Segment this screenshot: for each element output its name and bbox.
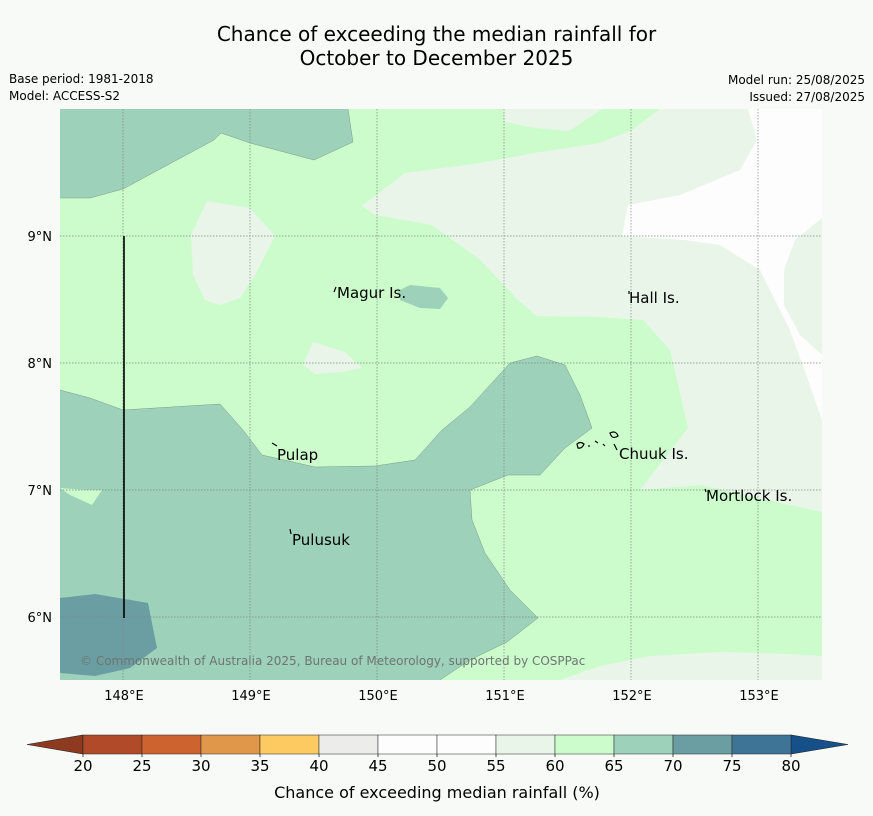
lon-label-152e: 152°E [612, 689, 652, 704]
colorbar-segment [554, 734, 615, 755]
colorbar-segment [82, 734, 143, 755]
meta-right: Model run: 25/08/2025 Issued: 27/08/2025 [728, 72, 865, 106]
lon-label-150e: 150°E [358, 689, 398, 704]
colorbar-tick-label: 45 [368, 757, 387, 775]
colorbar-tick-label: 20 [73, 757, 92, 775]
lat-label-8n: 8°N [28, 357, 53, 372]
zone-60-65-patch [60, 488, 102, 505]
label-pulusuk: Pulusuk [292, 531, 350, 549]
island-mortlock [704, 488, 707, 493]
place-labels: Magur Is. Hall Is. Pulap Chuuk Is. Mortl… [277, 284, 792, 549]
label-mortlock: Mortlock Is. [706, 487, 792, 505]
title-line-2: October to December 2025 [299, 46, 574, 70]
zone-55-60-small [303, 342, 362, 374]
colorbar-ticks: 20 25 30 35 40 45 50 55 60 65 70 75 80 [73, 754, 801, 775]
colorbar-tick-label: 60 [545, 757, 564, 775]
lat-label-6n: 6°N [28, 611, 53, 626]
label-chuuk: Chuuk Is. [619, 445, 688, 463]
colorbar-tick-label: 25 [132, 757, 151, 775]
zone-55-60-south [560, 652, 822, 680]
colorbar-tick-label: 80 [781, 757, 800, 775]
base-period: Base period: 1981-2018 [9, 72, 154, 86]
colorbar-segment [318, 734, 379, 755]
label-hall: Hall Is. [629, 289, 680, 307]
colorbar-tick-label: 55 [486, 757, 505, 775]
zone-55-60-north [503, 109, 602, 131]
island-chuuk [576, 431, 619, 451]
lon-label-149e: 149°E [231, 689, 271, 704]
colorbar-segment [259, 734, 320, 755]
colorbar: 20 25 30 35 40 45 50 55 60 65 70 75 80 Chance of exc… [26, 734, 849, 802]
lat-axis: 9°N 8°N 7°N 6°N [28, 230, 53, 626]
colorbar-tick-label: 40 [309, 757, 328, 775]
issued-date: Issued: 27/08/2025 [749, 90, 865, 104]
colorbar-segment [200, 734, 261, 755]
island-pulap [271, 442, 278, 447]
zone-55-60-edge [784, 218, 822, 355]
gridlines [60, 109, 822, 680]
zone-65-70-magur [398, 285, 448, 309]
colorbar-under-arrow [26, 734, 84, 755]
colorbar-tick-label: 70 [663, 757, 682, 775]
lon-label-153e: 153°E [739, 689, 779, 704]
colorbar-tick-label: 65 [604, 757, 623, 775]
lon-label-148e: 148°E [104, 689, 144, 704]
colorbar-label: Chance of exceeding median rainfall (%) [274, 783, 600, 802]
zone-55-60-west-blob [191, 201, 275, 305]
colorbar-tick-label: 50 [427, 757, 446, 775]
colorbar-segment [377, 734, 438, 755]
chart-title: Chance of exceeding the median rainfall … [0, 22, 873, 70]
island-pulusuk [289, 528, 292, 535]
zone-65-70-south [60, 356, 592, 680]
model-run: Model run: 25/08/2025 [727, 73, 865, 87]
model-name: Model: ACCESS-S2 [9, 89, 121, 103]
title-line-1: Chance of exceeding the median rainfall … [216, 22, 657, 46]
lon-label-151e: 151°E [485, 689, 525, 704]
colorbar-segments [82, 734, 792, 755]
map-area: Magur Is. Hall Is. Pulap Chuuk Is. Mortl… [60, 109, 822, 680]
island-magur [333, 286, 337, 293]
colorbar-over-arrow [790, 734, 849, 755]
colorbar-segment [672, 734, 733, 755]
lat-label-7n: 7°N [28, 484, 53, 499]
label-magur: Magur Is. [337, 284, 406, 302]
zone-50-55-east [622, 109, 822, 420]
colorbar-segment [436, 734, 497, 755]
colorbar-tick-label: 30 [191, 757, 210, 775]
lon-axis: 148°E 149°E 150°E 151°E 152°E 153°E [104, 689, 779, 704]
colorbar-segment [731, 734, 792, 755]
island-markers [271, 286, 707, 535]
contour-lines [60, 109, 593, 680]
lat-label-9n: 9°N [28, 230, 53, 245]
colorbar-segment [141, 734, 202, 755]
colorbar-segment [495, 734, 556, 755]
colorbar-tick-label: 35 [250, 757, 269, 775]
zone-65-70-north [60, 109, 353, 198]
meta-left: Base period: 1981-2018 Model: ACCESS-S2 [9, 71, 154, 105]
copyright-notice: © Commonwealth of Australia 2025, Bureau… [80, 654, 585, 668]
zone-70-75-southwest [60, 594, 157, 676]
label-pulap: Pulap [277, 446, 318, 464]
colorbar-tick-label: 75 [722, 757, 741, 775]
colorbar-segment [613, 734, 674, 755]
